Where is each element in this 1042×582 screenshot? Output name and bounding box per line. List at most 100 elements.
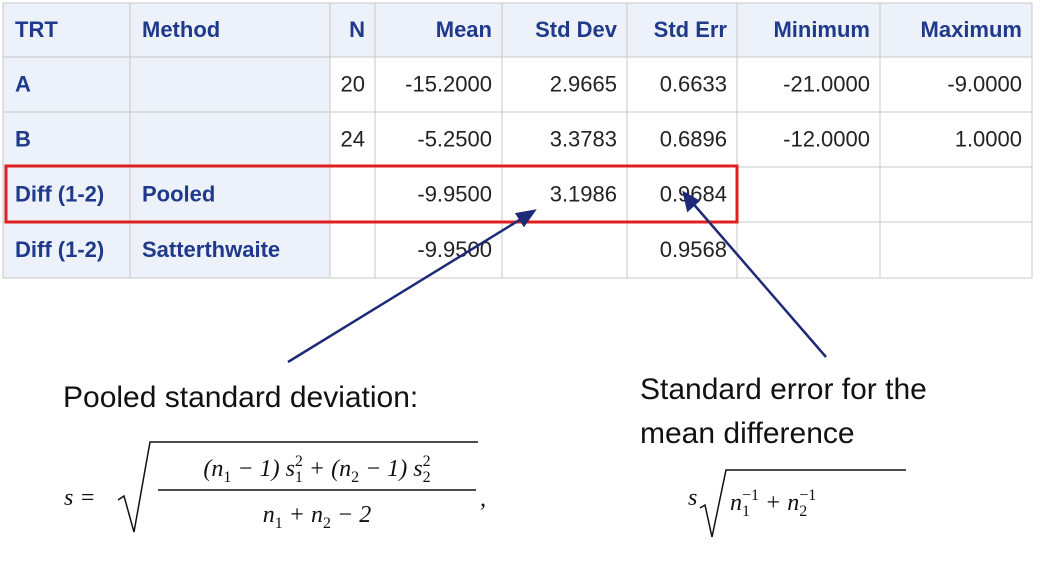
formula-symbol: 1: [223, 469, 231, 486]
cell-bg: [501, 2, 628, 58]
table-cell: 24: [341, 126, 365, 151]
cell-bg: [129, 2, 331, 58]
cell-bg: [329, 166, 376, 223]
cell-bg: [879, 166, 1033, 223]
cell-bg: [2, 111, 131, 168]
formula-symbol: ,: [480, 486, 486, 512]
annotation-text: Pooled standard deviation:: [63, 381, 418, 414]
formula-symbol: 1: [275, 515, 283, 532]
table-cell: -9.0000: [947, 71, 1022, 96]
arrow-head: [514, 209, 537, 228]
cell-bg: [736, 221, 881, 279]
cell-bg: [879, 2, 1033, 58]
formula-symbol: (n: [203, 456, 223, 482]
cell-bg: [501, 111, 628, 168]
radical-signs: [117, 441, 906, 538]
formula-symbol: + (n: [303, 456, 351, 482]
table-cell: -21.0000: [783, 71, 870, 96]
formula-symbol: n: [730, 490, 742, 516]
cell-bg: [626, 166, 738, 223]
formula-symbol: 2: [423, 453, 431, 470]
table-cell: B: [15, 126, 31, 151]
formula-symbol: + n: [759, 490, 799, 516]
formula-symbol: 2: [323, 515, 331, 532]
formula-part: s =: [64, 485, 96, 511]
cell-bg: [129, 56, 331, 113]
cell-bg: [626, 111, 738, 168]
table-cell: 20: [341, 71, 365, 96]
cell-bg: [329, 111, 376, 168]
radical: [117, 441, 478, 533]
formula-symbol: s =: [64, 485, 96, 511]
cell-bg: [736, 111, 881, 168]
cell-bg: [2, 2, 131, 58]
cell-bg: [501, 56, 628, 113]
header-cell: Maximum: [921, 17, 1022, 42]
highlight-box: [4, 164, 739, 224]
formula-part: s: [688, 485, 697, 511]
table-cell: 2.9665: [550, 71, 617, 96]
formula-symbol: −1: [799, 487, 816, 504]
formula-symbol: − 1) s: [231, 456, 295, 482]
formula-part: (n1 − 1) s12 + (n2 − 1) s22: [203, 453, 430, 486]
formula-symbol: 2: [423, 469, 431, 486]
cell-bg: [329, 2, 376, 58]
cell-bg: [329, 56, 376, 113]
formula-symbol: 2: [799, 503, 807, 520]
table-cell: 0.9568: [660, 237, 727, 262]
table-cell: 3.1986: [550, 181, 617, 206]
table-cell: 1.0000: [955, 126, 1022, 151]
formula-symbol: 2: [351, 469, 359, 486]
cell-bg: [879, 111, 1033, 168]
table-cell: 3.3783: [550, 126, 617, 151]
formula-part: n1−1 + n2−1: [730, 487, 816, 520]
table-cell: Diff (1-2): [15, 237, 104, 262]
cell-bg: [736, 166, 881, 223]
formula-symbol: 2: [295, 453, 303, 470]
cell-bg: [501, 221, 628, 279]
formula-symbol: 1: [295, 469, 303, 486]
cell-bg: [374, 2, 503, 58]
cell-bg: [879, 56, 1033, 113]
table-cell: -12.0000: [783, 126, 870, 151]
cell-bg: [374, 111, 503, 168]
arrow-head: [682, 190, 701, 213]
formula-symbol: −1: [742, 487, 759, 504]
cell-bg: [736, 56, 881, 113]
header-cell: Mean: [436, 17, 492, 42]
cell-bg: [626, 56, 738, 113]
cell-bg: [329, 221, 376, 279]
formula-symbol: s: [688, 485, 697, 511]
table-cell: -5.2500: [417, 126, 492, 151]
cell-bg: [129, 221, 331, 279]
header-cell: Minimum: [773, 17, 870, 42]
header-cell: TRT: [15, 17, 58, 42]
cell-bg: [374, 166, 503, 223]
cell-bg: [626, 2, 738, 58]
table-cell: -9.9500: [417, 181, 492, 206]
formula-symbol: 1: [742, 503, 750, 520]
arrow: [287, 214, 527, 364]
formula-symbol: − 2: [331, 502, 371, 528]
table-cell: Diff (1-2): [15, 181, 104, 206]
table-cell: Satterthwaite: [142, 237, 280, 262]
table-cell: 0.6633: [660, 71, 727, 96]
table-cell: -15.2000: [405, 71, 492, 96]
arrows: [287, 190, 827, 364]
formula-part: n1 + n2 − 2: [263, 502, 371, 532]
table-cell: A: [15, 71, 31, 96]
arrow: [689, 199, 827, 358]
summary-table: TRT Method N Mean Std Dev Std Err Minimum Maxim…: [2, 2, 1033, 279]
cell-bg: [129, 111, 331, 168]
table-cell: Pooled: [142, 181, 215, 206]
table-cell: -9.9500: [417, 237, 492, 262]
header-cell: Std Err: [654, 17, 728, 42]
formula-part: ,: [480, 486, 486, 512]
formula-symbol: + n: [283, 502, 323, 528]
cell-bg: [879, 221, 1033, 279]
header-cell: N: [349, 17, 365, 42]
table-cell: 0.6896: [660, 126, 727, 151]
annotation-text: mean difference: [640, 417, 855, 450]
radical: [699, 469, 906, 538]
